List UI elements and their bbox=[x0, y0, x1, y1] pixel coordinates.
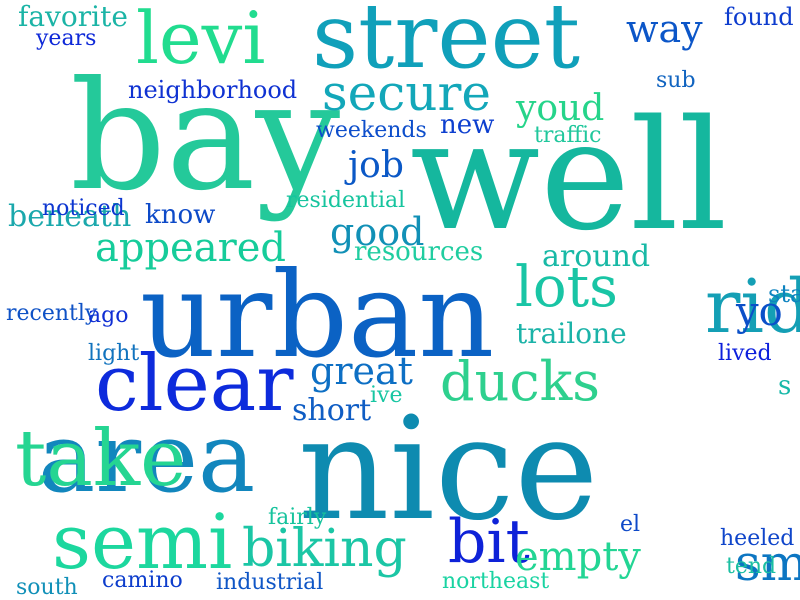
word-recently: recently bbox=[6, 301, 98, 326]
word-secure: secure bbox=[322, 64, 491, 122]
word-around: around bbox=[542, 239, 651, 274]
word-lived: lived bbox=[718, 341, 772, 366]
word-bay: bay bbox=[70, 50, 341, 224]
word-industrial: industrial bbox=[216, 570, 324, 595]
word-bit: bit bbox=[448, 507, 530, 577]
word-weekends: weekends bbox=[316, 118, 427, 143]
word-short: short bbox=[292, 393, 372, 428]
word-water: water bbox=[640, 598, 800, 600]
word-ive: ive bbox=[370, 383, 403, 408]
word-clear: clear bbox=[95, 339, 294, 429]
word-empty: empty bbox=[515, 534, 641, 580]
word-found: found bbox=[724, 3, 794, 31]
word-street: street bbox=[312, 0, 581, 89]
word-urban: urban bbox=[140, 246, 495, 384]
word-noticed: noticed bbox=[42, 196, 125, 221]
word-new: new bbox=[440, 110, 495, 140]
word-heeled: heeled bbox=[720, 526, 795, 551]
word-residential: residential bbox=[286, 188, 406, 213]
word-tend: tend bbox=[726, 554, 777, 579]
word-south: south bbox=[16, 575, 78, 600]
word-way: way bbox=[626, 7, 703, 51]
word-ducks: ducks bbox=[440, 350, 601, 413]
word-well: well bbox=[410, 87, 728, 264]
word-el: el bbox=[620, 512, 641, 537]
word-youd: youd bbox=[516, 88, 605, 129]
word-neighborhood: neighborhood bbox=[128, 76, 298, 104]
word-yo: yo bbox=[736, 289, 783, 335]
word-resources: resources bbox=[354, 237, 484, 267]
word-camino: camino bbox=[102, 568, 183, 593]
word-beneath: beneath bbox=[8, 199, 132, 234]
word-northeast: northeast bbox=[442, 569, 550, 594]
word-job: job bbox=[348, 145, 404, 186]
word-levi: levi bbox=[136, 0, 266, 80]
word-sub: sub bbox=[656, 68, 696, 93]
word-good: good bbox=[330, 210, 425, 254]
word-traffic: traffic bbox=[534, 123, 602, 148]
word-area: area bbox=[38, 402, 256, 514]
word-semi: semi bbox=[52, 497, 233, 586]
word-nice: nice bbox=[298, 387, 599, 552]
word-smell: smell bbox=[735, 534, 800, 592]
word-ago: ago bbox=[88, 303, 129, 328]
word-appeared: appeared bbox=[95, 225, 286, 271]
word-s: s bbox=[778, 371, 792, 401]
word-favorite: favorite bbox=[18, 0, 128, 33]
word-fairly: fairly bbox=[268, 505, 327, 530]
word-light: light bbox=[88, 341, 140, 366]
word-take: take bbox=[15, 414, 187, 504]
word-rides: rides bbox=[705, 264, 800, 350]
word-know: know bbox=[145, 200, 216, 230]
word-lots: lots bbox=[515, 255, 618, 320]
word-biking: biking bbox=[242, 519, 407, 579]
word-great: great bbox=[310, 349, 413, 393]
word-years: years bbox=[36, 26, 97, 51]
word-stadiumfantastic: stadiumfantastic bbox=[768, 280, 800, 308]
word-trailone: trailone bbox=[516, 317, 627, 350]
